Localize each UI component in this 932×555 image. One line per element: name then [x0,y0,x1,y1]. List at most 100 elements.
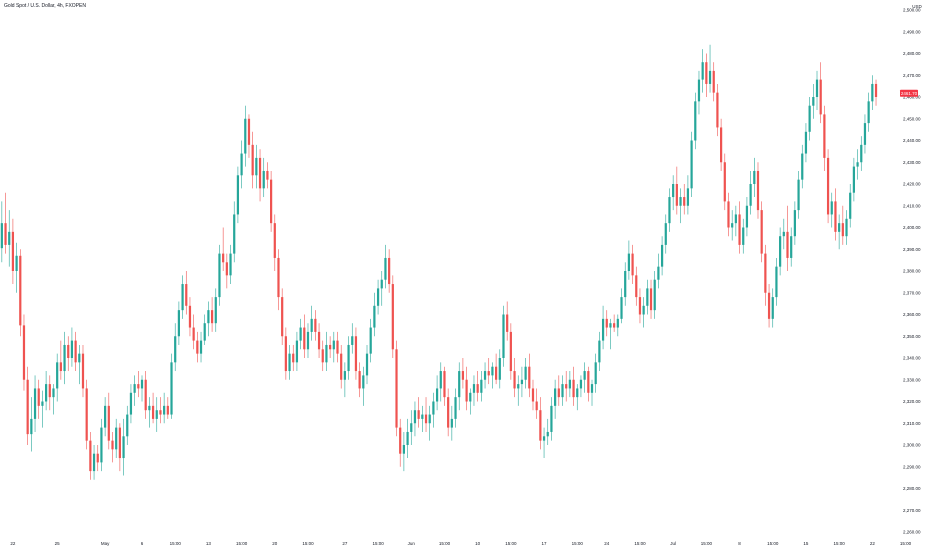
candle-body [402,445,405,454]
candle-body [399,427,402,454]
candle [222,227,225,271]
candle [834,188,837,241]
y-tick-label: 2,500.00 [903,8,921,13]
candle [81,344,85,398]
candle [126,405,129,445]
candle-body [542,436,546,441]
candles-layer [0,44,878,480]
candle-body [502,314,505,358]
candle-body [218,253,221,298]
candle [284,327,287,380]
candle-body [351,336,354,345]
x-tick-label: 15:00 [439,541,451,546]
candle-body [601,318,605,341]
candle [100,418,103,472]
candle-body [815,79,819,97]
candle-body [539,410,542,441]
candle [542,427,546,459]
last-price-badge [900,89,918,97]
y-tick-label: 2,320.00 [903,399,921,404]
candle-body [863,123,867,145]
candle-body [347,344,350,372]
candle-body [605,318,608,328]
candle-body [838,223,841,232]
candle-body [317,331,321,350]
candle [723,153,726,211]
candle [793,201,796,245]
candle-body [727,201,730,228]
x-tick-label: 15:00 [767,541,779,546]
x-tick-label: 15:00 [505,541,517,546]
last-price-label: 2461.70 [901,91,918,96]
y-tick-label: 2,430.00 [903,160,921,165]
y-tick-label: 2,300.00 [903,443,921,448]
candle [579,375,583,398]
candle [546,418,549,445]
candle [852,157,855,202]
candle [845,210,848,245]
candle-body [793,210,796,237]
candle-body [638,297,642,315]
candle-body [830,201,833,215]
candle-body [443,371,446,398]
candle [550,397,553,441]
candle-body [299,327,302,341]
x-tick-label: 15:00 [701,541,713,546]
candle-body [568,379,571,389]
candle-body [841,223,844,237]
candle [78,344,81,385]
candle [329,336,332,358]
x-tick-label: 15:00 [170,541,182,546]
candle-body [369,327,372,354]
candle-body [244,118,247,154]
candle-body [690,140,693,189]
candle-body [67,344,70,358]
candle-body [756,170,760,211]
candle-body [0,223,3,249]
candle-body [336,340,339,354]
candle-body [48,384,51,398]
candle [240,140,243,189]
candle [203,314,206,345]
candle [251,131,254,189]
x-tick-label: 15 [803,541,809,546]
candle-body [852,166,855,193]
x-tick-label: 27 [342,541,348,546]
candle-body [417,410,420,419]
x-tick-label: 15:00 [634,541,646,546]
candle [380,271,383,306]
candle-body [70,340,74,358]
candle [155,397,158,432]
x-axis[interactable]: 22 25 May 6 15:00 13 15:00 20 15:00 27 15:00 Jun 15:… [10,541,932,546]
candle-body [354,336,358,372]
candle-body [565,384,568,389]
candle [657,253,660,289]
candle-body [251,144,254,176]
candle-body [107,405,110,441]
candle-body [531,388,535,402]
candle-body [874,83,878,97]
candle-body [723,162,726,202]
candle [838,214,841,250]
candle [587,366,590,402]
y-axis[interactable]: USD 2,260.00 2,270.00 2,280.00 2,290.00 2,300… [903,4,922,535]
candle-body [129,392,133,415]
candle [668,188,671,232]
candle-body [716,92,719,128]
candle-body [867,101,870,124]
candle [277,249,280,311]
candle-body [720,127,723,163]
candle [19,249,22,337]
candle-body [535,401,538,411]
candle-body [277,257,280,298]
y-tick-label: 2,480.00 [903,51,921,56]
candle-body [812,97,815,106]
candle [557,375,560,406]
candle-body [520,379,524,385]
candle-body [738,214,741,245]
candle-body [472,384,476,393]
candle-body [203,323,206,341]
candle-body [163,405,166,415]
candle-body [624,271,627,298]
